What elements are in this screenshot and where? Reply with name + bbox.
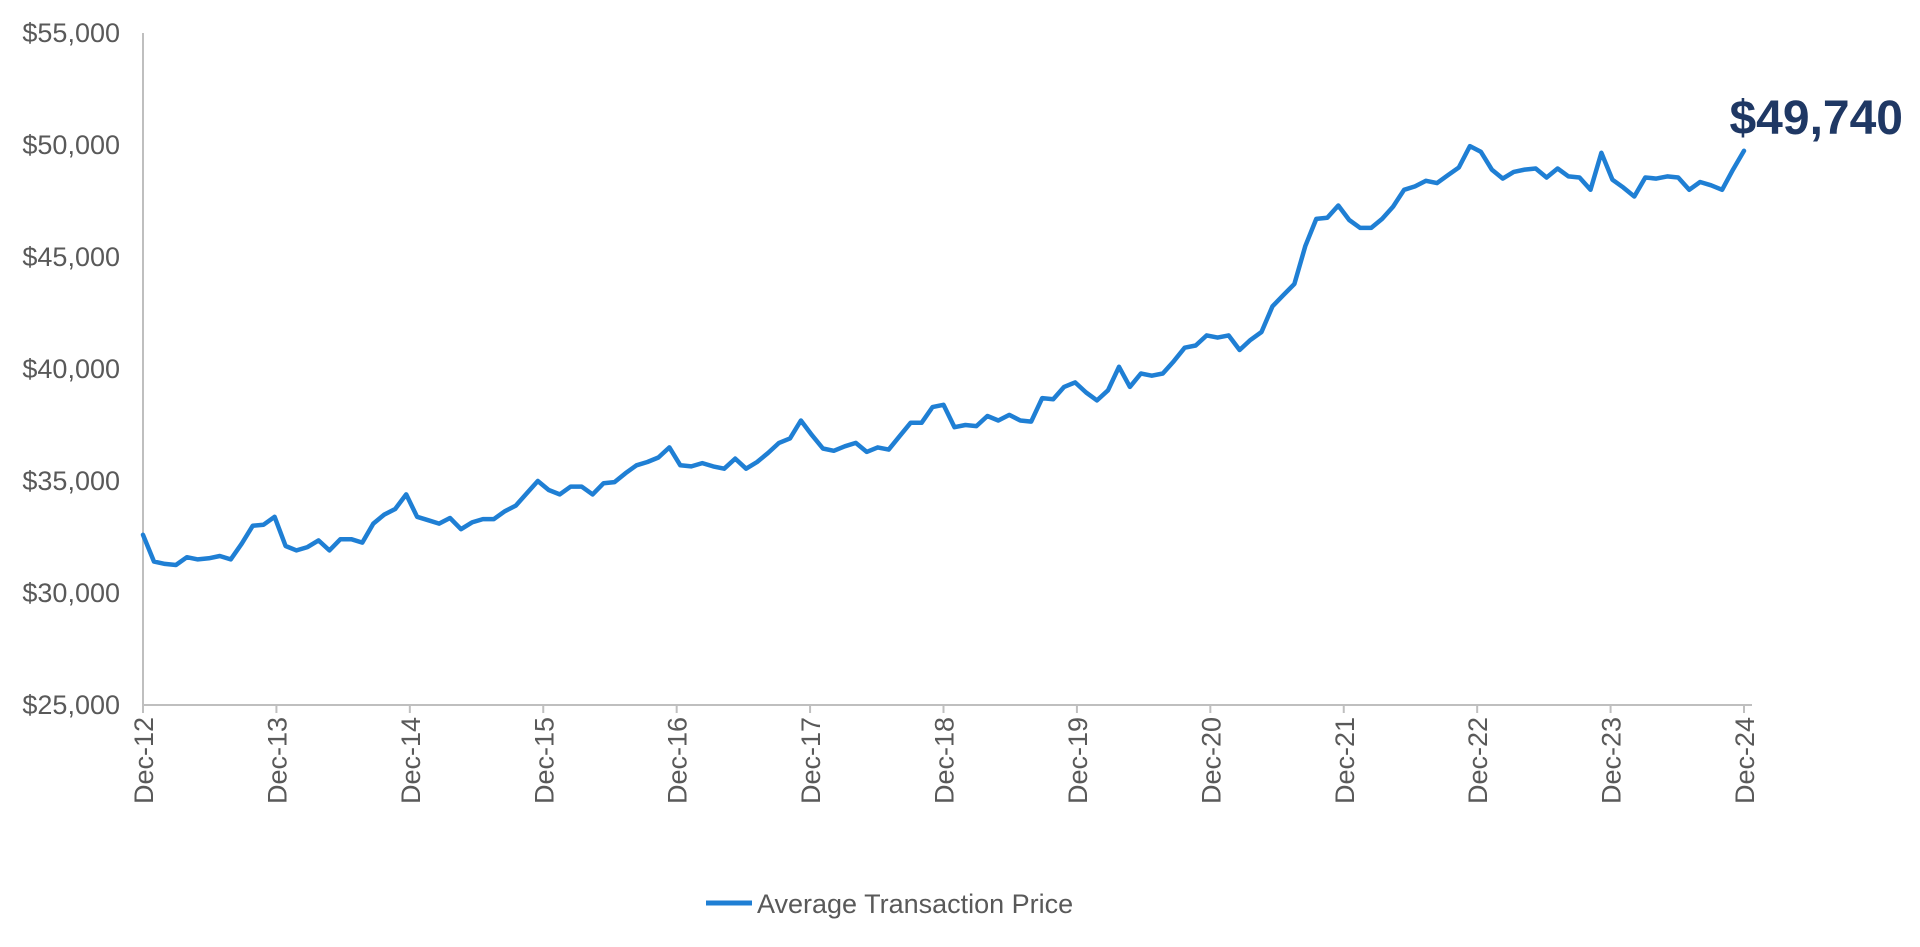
x-tick-label: Dec-15 <box>529 717 559 804</box>
x-axis-ticks: Dec-12 Dec-13 Dec-14 Dec-15 Dec-16 Dec-17 Dec-… <box>129 705 1760 804</box>
y-tick-label: $30,000 <box>22 578 120 608</box>
legend: Average Transaction Price <box>706 889 1073 919</box>
x-tick-label: Dec-22 <box>1463 717 1493 804</box>
x-tick-label: Dec-18 <box>930 717 960 804</box>
x-tick-label: Dec-20 <box>1196 717 1226 804</box>
x-tick-label: Dec-12 <box>129 717 159 804</box>
series-line-average-transaction-price <box>140 143 1747 568</box>
legend-label-average-transaction-price: Average Transaction Price <box>757 889 1073 919</box>
y-tick-label: $25,000 <box>22 690 120 720</box>
y-axis-ticks: $25,000 $30,000 $35,000 $40,000 $45,000 $50,0… <box>22 18 120 720</box>
y-tick-label: $35,000 <box>22 466 120 496</box>
y-tick-label: $40,000 <box>22 354 120 384</box>
x-tick-label: Dec-24 <box>1730 717 1760 804</box>
y-tick-label: $55,000 <box>22 18 120 48</box>
x-tick-label: Dec-19 <box>1063 717 1093 804</box>
x-tick-label: Dec-21 <box>1330 717 1360 804</box>
y-tick-label: $45,000 <box>22 242 120 272</box>
x-tick-label: Dec-23 <box>1597 717 1627 804</box>
x-tick-label: Dec-16 <box>663 717 693 804</box>
series-layer <box>140 143 1747 568</box>
x-tick-label: Dec-13 <box>262 717 292 804</box>
latest-value-callout: $49,740 <box>1729 92 1903 145</box>
y-tick-label: $50,000 <box>22 130 120 160</box>
x-tick-label: Dec-17 <box>796 717 826 804</box>
x-tick-label: Dec-14 <box>396 717 426 804</box>
